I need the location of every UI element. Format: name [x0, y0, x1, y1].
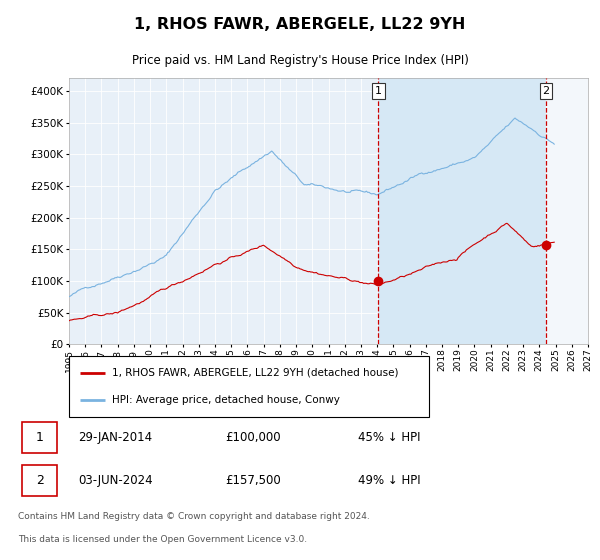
Text: 1: 1	[36, 431, 44, 445]
Text: 1, RHOS FAWR, ABERGELE, LL22 9YH (detached house): 1, RHOS FAWR, ABERGELE, LL22 9YH (detach…	[112, 368, 398, 378]
Text: £100,000: £100,000	[225, 431, 281, 445]
Text: Contains HM Land Registry data © Crown copyright and database right 2024.: Contains HM Land Registry data © Crown c…	[18, 512, 370, 521]
Text: 1: 1	[375, 86, 382, 96]
Text: 2: 2	[542, 86, 550, 96]
Text: Price paid vs. HM Land Registry's House Price Index (HPI): Price paid vs. HM Land Registry's House …	[131, 54, 469, 67]
Bar	[546, 78, 588, 344]
Text: 45% ↓ HPI: 45% ↓ HPI	[358, 431, 420, 445]
Text: 49% ↓ HPI: 49% ↓ HPI	[358, 474, 420, 487]
Text: HPI: Average price, detached house, Conwy: HPI: Average price, detached house, Conw…	[112, 395, 340, 405]
Text: 03-JUN-2024: 03-JUN-2024	[78, 474, 153, 487]
Bar	[379, 78, 546, 344]
Text: 29-JAN-2014: 29-JAN-2014	[78, 431, 152, 445]
Bar	[546, 78, 588, 344]
Text: £157,500: £157,500	[225, 474, 281, 487]
Text: 2: 2	[36, 474, 44, 487]
Text: This data is licensed under the Open Government Licence v3.0.: This data is licensed under the Open Gov…	[18, 535, 307, 544]
Text: 1, RHOS FAWR, ABERGELE, LL22 9YH: 1, RHOS FAWR, ABERGELE, LL22 9YH	[134, 17, 466, 31]
Bar	[546, 78, 588, 344]
Bar	[22, 422, 57, 453]
Bar	[22, 465, 57, 496]
